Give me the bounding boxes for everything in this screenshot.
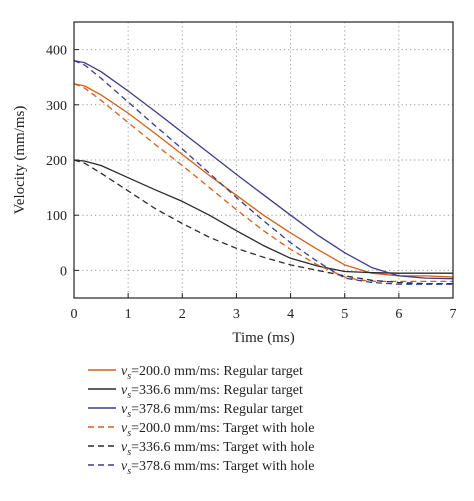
legend-label-1: vs=200.0 mm/ms: Regular target [121, 364, 303, 382]
series-line-6 [73, 59, 453, 285]
x-tick-label: 0 [71, 307, 78, 322]
series-layer [73, 59, 454, 285]
legend-label-6: vs=378.6 mm/ms: Target with hole [121, 459, 314, 477]
x-tick-label: 7 [450, 307, 457, 322]
x-tick-label: 1 [125, 307, 132, 322]
y-tick-label: 0 [60, 264, 67, 279]
x-tick-label: 2 [179, 307, 186, 322]
x-tick-label: 4 [287, 307, 294, 322]
y-tick-label: 300 [46, 99, 67, 114]
x-tick-label: 5 [341, 307, 348, 322]
y-tick-label: 100 [46, 209, 67, 224]
axis-ticks: 0 1 2 3 4 5 6 7 0 100 200 300 400 [46, 44, 457, 322]
grid-lines [74, 22, 453, 298]
legend-label-4: vs=200.0 mm/ms: Target with hole [121, 421, 314, 439]
series-line-2 [73, 159, 453, 274]
y-tick-label: 200 [46, 154, 67, 169]
series-line-1 [73, 83, 454, 278]
series-line-3 [73, 59, 454, 280]
x-axis-title: Time (ms) [232, 330, 294, 346]
series-line-4 [73, 83, 453, 283]
y-axis-title: Velocity (mm/ms) [12, 106, 28, 215]
legend-label-3: vs=378.6 mm/ms: Regular target [121, 402, 303, 420]
y-tick-label: 400 [46, 44, 67, 59]
x-tick-label: 3 [233, 307, 240, 322]
legend-label-2: vs=336.6 mm/ms: Regular target [121, 383, 303, 401]
legend-label-5: vs=336.6 mm/ms: Target with hole [121, 440, 314, 458]
x-tick-label: 6 [395, 307, 402, 322]
